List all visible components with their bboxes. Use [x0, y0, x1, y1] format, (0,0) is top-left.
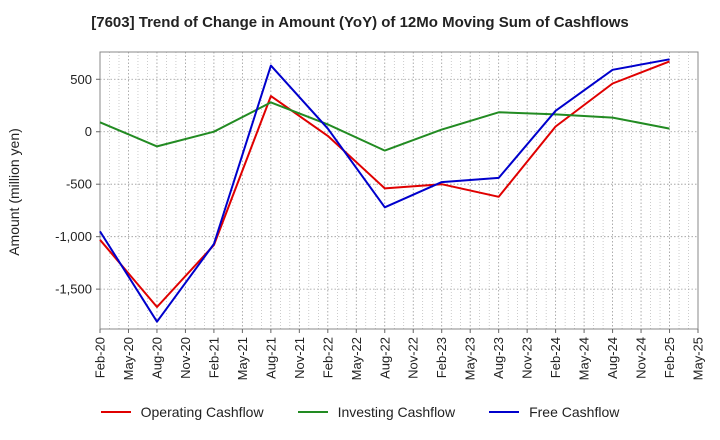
x-tick-label: May-24	[577, 337, 592, 380]
plot-frame	[99, 51, 699, 330]
x-tick-label: Feb-20	[93, 337, 108, 378]
legend-swatch	[489, 411, 520, 413]
chart-title: [7603] Trend of Change in Amount (YoY) o…	[91, 14, 629, 31]
x-tick-label: Aug-22	[377, 337, 392, 379]
x-tick-label: May-22	[349, 337, 364, 380]
legend: Operating Cashflow Investing Cashflow Free…	[0, 404, 720, 420]
legend-label: Free Cashflow	[529, 404, 620, 420]
x-tick-label: Feb-25	[662, 337, 677, 378]
x-tick-label: Feb-21	[206, 337, 221, 378]
x-tick-label: Aug-23	[491, 337, 506, 379]
x-tick-label: Nov-20	[178, 337, 193, 379]
x-tick-labels: Feb-20 May-20 Aug-20 Nov-20 Feb-21 May-21 Aug-…	[93, 329, 706, 380]
y-tick-label: 500	[70, 72, 92, 87]
x-tick-label: Feb-22	[320, 337, 335, 378]
x-tick-label: Aug-20	[149, 337, 164, 379]
grid-lines	[100, 52, 698, 329]
legend-swatch	[297, 411, 328, 413]
x-tick-label: May-25	[691, 337, 706, 380]
legend-item-free-cashflow: Free Cashflow	[489, 404, 619, 420]
legend-swatch	[100, 411, 131, 413]
series-line-investing-cashflow	[99, 101, 670, 152]
x-tick-label: Nov-21	[292, 337, 307, 379]
x-tick-label: May-23	[463, 337, 478, 380]
series-line-free-cashflow	[99, 58, 670, 323]
y-tick-labels: 500 0 -500 -1,000 -1,500	[55, 72, 100, 297]
y-tick-label: 0	[85, 124, 92, 139]
x-tick-label: May-21	[235, 337, 250, 380]
legend-item-operating-cashflow: Operating Cashflow	[100, 404, 264, 420]
x-tick-label: Nov-24	[634, 337, 649, 379]
x-tick-label: Feb-24	[548, 337, 563, 378]
x-tick-label: May-20	[121, 337, 136, 380]
y-tick-label: -1,500	[55, 282, 92, 297]
legend-item-investing-cashflow: Investing Cashflow	[297, 404, 456, 420]
x-tick-label: Aug-24	[605, 337, 620, 379]
x-tick-label: Feb-23	[434, 337, 449, 378]
series-line-operating-cashflow	[99, 60, 670, 308]
y-tick-label: -1,000	[55, 229, 92, 244]
x-tick-label: Nov-23	[520, 337, 535, 379]
x-tick-label: Aug-21	[263, 337, 278, 379]
y-tick-label: -500	[66, 177, 92, 192]
x-tick-label: Nov-22	[406, 337, 421, 379]
legend-label: Investing Cashflow	[337, 404, 456, 420]
legend-label: Operating Cashflow	[140, 404, 264, 420]
series-lines	[99, 58, 670, 323]
